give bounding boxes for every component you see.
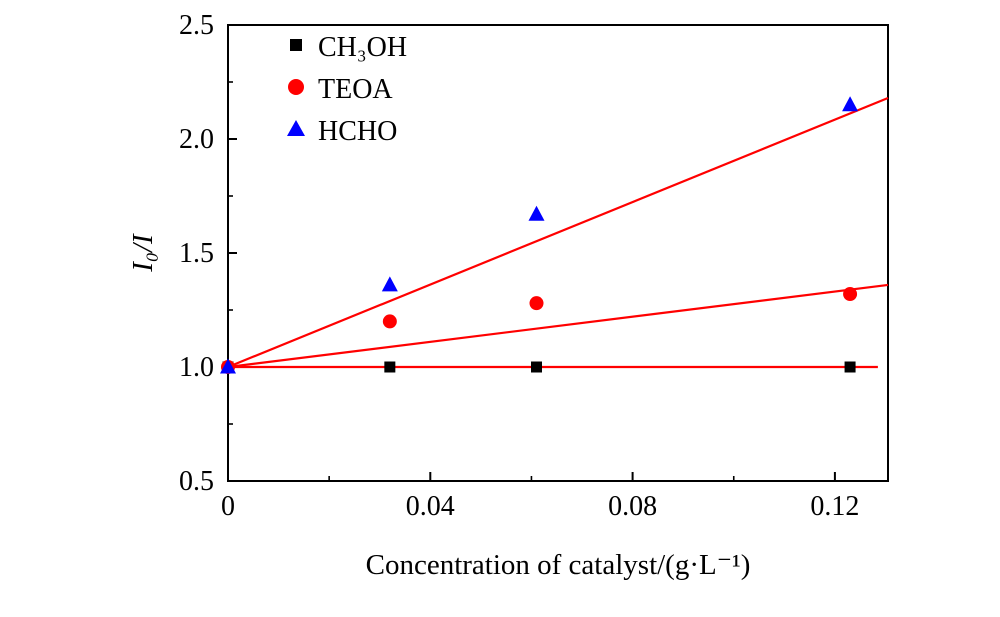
fit-line-series-2 [227, 96, 889, 369]
fit-line-series-1 [227, 283, 889, 369]
legend-square-marker-icon [290, 39, 302, 51]
legend-item-ch3oh: CH₃OH [290, 32, 407, 63]
plot-area: 0 0.04 0.08 0.12 0.5 1.0 1.5 2.0 2.5 [179, 10, 889, 522]
x-tick-label: 0 [221, 491, 235, 522]
x-tick-label: 0.12 [810, 491, 859, 522]
legend: CH₃OH TEOA HCHO [287, 32, 407, 147]
legend-label-ch3oh: CH₃OH [318, 32, 407, 63]
circle-marker [529, 296, 544, 311]
square-marker [384, 361, 396, 373]
square-marker [844, 361, 856, 373]
x-tick-label: 0.04 [406, 491, 455, 522]
triangle-marker [528, 205, 545, 221]
legend-label-teoa: TEOA [318, 74, 393, 105]
y-tick-label: 0.5 [179, 466, 214, 497]
series-2 [220, 96, 859, 374]
triangle-marker [220, 358, 236, 374]
triangle-marker [842, 96, 859, 112]
axes: 0 0.04 0.08 0.12 0.5 1.0 1.5 2.0 2.5 [179, 10, 889, 522]
triangle-marker [381, 276, 398, 292]
fit-lines [227, 96, 889, 369]
legend-item-teoa: TEOA [288, 74, 393, 105]
y-tick-label: 1.5 [179, 238, 214, 269]
legend-item-hcho: HCHO [287, 116, 397, 147]
square-marker [531, 361, 543, 373]
x-axis-label: Concentration of catalyst/(g·L⁻¹) [366, 549, 751, 581]
legend-circle-marker-icon [288, 79, 304, 95]
legend-triangle-marker-icon [287, 120, 305, 136]
y-axis-label: I₀/I [127, 233, 159, 273]
y-tick-label: 2.5 [179, 10, 214, 41]
legend-label-hcho: HCHO [318, 116, 397, 147]
y-tick-label: 2.0 [179, 124, 214, 155]
circle-marker [843, 287, 858, 302]
y-tick-label: 1.0 [179, 352, 214, 383]
x-tick-label: 0.08 [608, 491, 657, 522]
circle-marker [382, 314, 397, 329]
